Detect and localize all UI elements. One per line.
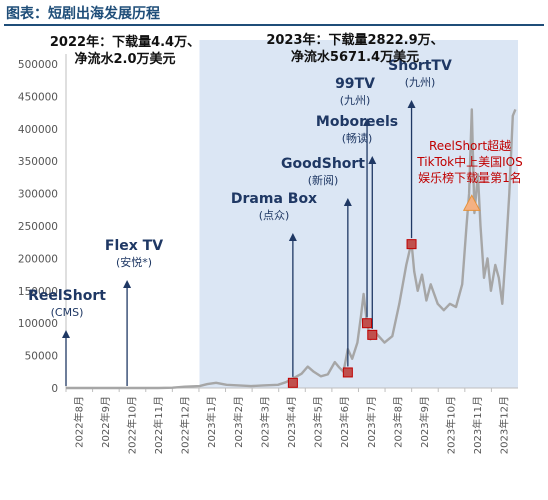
x-tick-label: 2023年11月 — [471, 396, 484, 454]
event-app-publisher: (新阅) — [308, 173, 339, 187]
x-tick-label: 2023年10月 — [445, 396, 458, 454]
x-tick-label: 2022年8月 — [72, 396, 85, 448]
x-tick-label: 2023年6月 — [338, 396, 351, 448]
event-app-publisher: (畅读) — [342, 131, 373, 145]
note-2023-line-2: 净流水5671.4万美元 — [291, 49, 419, 65]
event-app-name: Moboreels — [316, 114, 398, 130]
note-2022-line-2: 净流水2.0万美元 — [74, 51, 175, 67]
event-marker — [367, 329, 378, 340]
event-arrow-head — [62, 330, 70, 338]
event-marker — [342, 367, 353, 378]
event-app-publisher: (CMS) — [51, 306, 84, 319]
y-tick-label: 200000 — [18, 253, 58, 265]
event-marker — [406, 239, 417, 250]
peak-annotation-line: TikTok中上美国IOS — [416, 154, 522, 169]
y-tick-label: 450000 — [18, 91, 58, 103]
x-tick-label: 2023年7月 — [365, 396, 378, 448]
event-arrow-head — [343, 198, 352, 206]
y-axis: 0 50000 100000 150000 200000 250000 300000 3500… — [18, 54, 67, 395]
event-marker — [287, 377, 298, 388]
event-99tv: 99TV (九州) — [335, 76, 375, 329]
x-tick-label: 2023年3月 — [258, 396, 271, 448]
event-shorttv: ShortTV (九州) — [388, 58, 452, 250]
y-tick-label: 300000 — [18, 189, 58, 201]
y-tick-label: 150000 — [18, 286, 58, 298]
y-tick-label: 400000 — [18, 124, 58, 136]
event-dramabox: Drama Box (点众) — [231, 191, 317, 388]
event-marker — [362, 318, 373, 329]
event-arrow-head — [363, 118, 372, 126]
event-app-name: Flex TV — [105, 238, 163, 254]
x-tick-label: 2023年4月 — [285, 396, 298, 448]
figure-title: 图表：短剧出海发展历程 — [6, 6, 160, 22]
peak-annotation-line: ReelShort超越 — [429, 138, 511, 153]
x-tick-label: 2022年9月 — [99, 396, 112, 448]
event-app-publisher: (点众) — [259, 209, 290, 222]
y-tick-label: 0 — [51, 383, 58, 395]
event-arrow-head — [407, 100, 416, 108]
event-app-name: 99TV — [335, 76, 375, 92]
event-arrow-head — [368, 156, 377, 164]
x-tick-label: 2022年10月 — [125, 396, 138, 454]
event-app-name: ShortTV — [388, 58, 452, 74]
x-tick-label: 2023年9月 — [418, 396, 431, 448]
y-tick-label: 50000 — [25, 351, 58, 363]
event-goodshort: GoodShort(新阅) — [281, 156, 365, 378]
event-app-name: GoodShort — [281, 156, 365, 172]
title-rule — [4, 24, 544, 26]
note-2023-line-1: 2023年：下载量2822.9万、 — [266, 32, 443, 48]
y-tick-label: 500000 — [18, 59, 58, 71]
x-tick-label: 2022年12月 — [179, 396, 192, 454]
x-tick-label: 2023年8月 — [391, 396, 404, 448]
event-moboreels: Moboreels(畅读) — [316, 114, 398, 340]
event-flextv: Flex TV(安悦*) — [105, 238, 163, 386]
event-app-name: Drama Box — [231, 191, 317, 207]
event-annotations: ReelShort(CMS)Flex TV(安悦*)Drama Box(点众)G… — [28, 58, 452, 388]
peak-triangle-marker — [462, 194, 481, 211]
y-tick-label: 350000 — [18, 156, 58, 168]
event-arrow-head — [288, 233, 297, 241]
x-tick-label: 2023年2月 — [232, 396, 245, 448]
event-app-publisher: (安悦*) — [116, 255, 152, 269]
note-2022-line-1: 2022年：下载量4.4万、 — [50, 34, 200, 50]
event-app-publisher: (九州) — [405, 76, 436, 89]
event-app-publisher: (九州) — [340, 94, 371, 107]
x-axis: 2022年8月 2022年9月 2022年10月 2022年11月 2022年12月 20… — [65, 387, 518, 454]
x-tick-label: 2023年5月 — [312, 396, 325, 448]
x-tick-label: 2023年1月 — [205, 396, 218, 448]
y-tick-label: 250000 — [18, 221, 58, 233]
event-arrow-head — [123, 280, 132, 288]
y-tick-label: 100000 — [18, 318, 58, 330]
event-reelshort: ReelShort (CMS) — [28, 288, 106, 386]
x-tick-label: 2023年12月 — [498, 396, 511, 454]
x-tick-label: 2022年11月 — [152, 396, 165, 454]
event-app-name: ReelShort — [28, 288, 106, 304]
peak-annotation-line: 娱乐榜下载量第1名 — [418, 170, 522, 185]
